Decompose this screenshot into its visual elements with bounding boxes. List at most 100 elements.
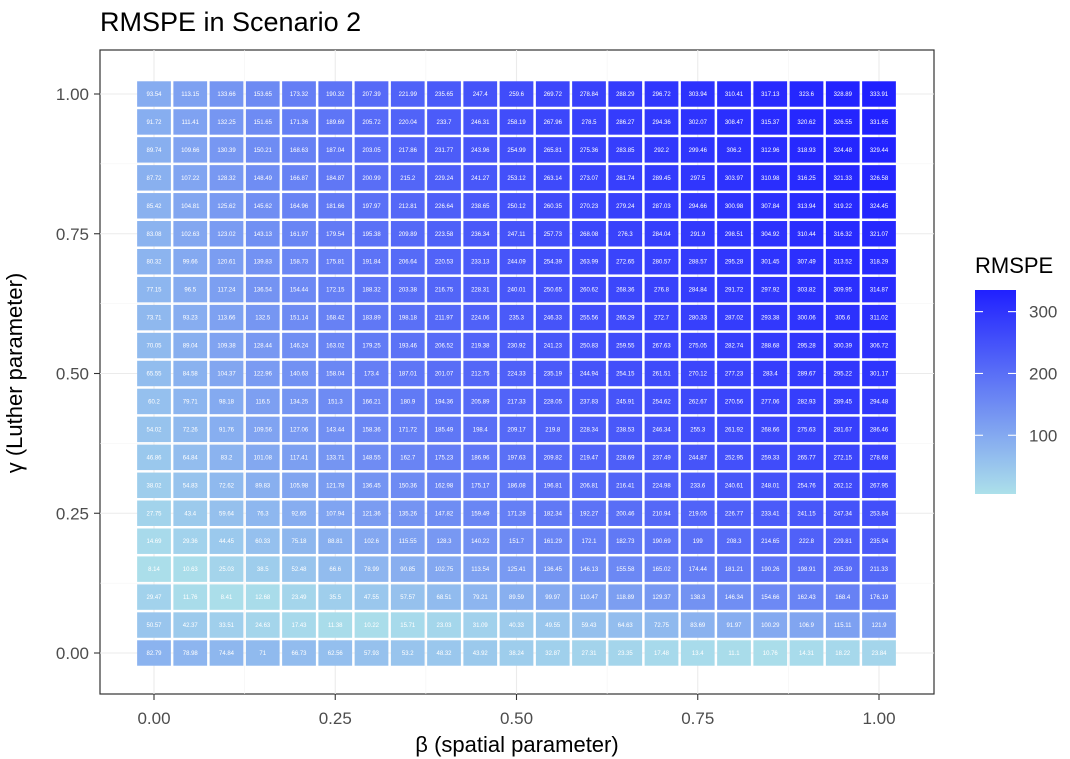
heatmap-cell <box>463 584 498 610</box>
heatmap-cell <box>245 416 280 443</box>
cell-value-label: 136.45 <box>544 567 563 573</box>
heatmap-cell <box>499 472 534 499</box>
cell-value-label: 283.85 <box>616 148 635 154</box>
cell-value-label: 195.38 <box>362 232 381 238</box>
heatmap-cell <box>862 444 896 471</box>
cell-value-label: 197.63 <box>507 455 526 461</box>
cell-value-label: 123.02 <box>217 232 236 238</box>
cell-value-label: 263.14 <box>544 176 563 182</box>
cell-value-label: 326.55 <box>834 120 853 126</box>
heatmap-cell <box>354 528 389 554</box>
cell-value-label: 64.84 <box>183 455 199 461</box>
heatmap-cell <box>463 556 498 582</box>
cell-value-label: 233.13 <box>471 260 490 266</box>
heatmap-cell <box>282 332 316 359</box>
heatmap-cell <box>753 472 788 499</box>
heatmap-cell <box>608 332 643 359</box>
heatmap-cell <box>245 472 280 499</box>
heatmap-cell <box>463 81 498 107</box>
cell-value-label: 231.77 <box>435 148 454 154</box>
cell-value-label: 147.82 <box>435 511 454 517</box>
heatmap-cell <box>862 640 896 666</box>
heatmap-cell <box>354 109 389 135</box>
heatmap-cell <box>390 109 425 135</box>
cell-value-label: 262.12 <box>834 483 853 489</box>
heatmap-cell <box>173 221 208 247</box>
heatmap-cell <box>608 193 643 219</box>
heatmap-cell <box>608 528 643 554</box>
cell-value-label: 246.31 <box>471 120 490 126</box>
heatmap-cell <box>825 221 860 247</box>
x-tick-label: 0.25 <box>319 709 352 728</box>
heatmap-cell <box>209 500 244 526</box>
cell-value-label: 11.76 <box>183 595 198 601</box>
cell-value-label: 180.9 <box>400 399 416 405</box>
heatmap-cell <box>717 193 751 219</box>
cell-value-label: 128.32 <box>217 176 236 182</box>
heatmap-cell <box>572 81 606 107</box>
heatmap-cell <box>680 81 715 107</box>
heatmap-cell <box>535 276 570 303</box>
heatmap-cell <box>173 444 208 471</box>
legend-ticks: 100 200 300 <box>975 303 1057 445</box>
cell-value-label: 139.83 <box>254 260 273 266</box>
heatmap-cell <box>427 276 461 303</box>
x-axis-title: β (spatial parameter) <box>415 732 618 757</box>
cell-value-label: 17.48 <box>654 651 670 657</box>
cell-value-label: 295.28 <box>725 260 744 266</box>
cell-value-label: 254.99 <box>507 148 526 154</box>
heatmap-cell <box>572 360 606 387</box>
heatmap-cell <box>644 444 679 471</box>
heatmap-cell <box>717 360 751 387</box>
cell-value-label: 151.7 <box>509 539 525 545</box>
y-tick-label: 0.50 <box>56 365 89 384</box>
heatmap-cell <box>137 500 171 526</box>
heatmap-cell <box>282 137 316 163</box>
cell-value-label: 311.02 <box>870 316 889 322</box>
heatmap-cell <box>825 528 860 554</box>
cell-value-label: 300.39 <box>834 344 853 350</box>
cell-value-label: 310.41 <box>725 92 744 98</box>
legend-title: RMSPE <box>975 253 1053 278</box>
cell-value-label: 78.98 <box>183 651 199 657</box>
heatmap-cell <box>390 472 425 499</box>
heatmap-cell <box>245 304 280 331</box>
heatmap-cell <box>137 165 171 191</box>
cell-value-label: 296.72 <box>652 92 671 98</box>
heatmap-cell <box>789 612 824 638</box>
cell-value-label: 197.97 <box>362 204 381 210</box>
heatmap-cell <box>535 165 570 191</box>
heatmap-cell <box>535 304 570 331</box>
cell-value-label: 278.84 <box>580 92 599 98</box>
cell-value-label: 265.81 <box>544 148 563 154</box>
heatmap-cell <box>390 612 425 638</box>
heatmap-cell <box>499 360 534 387</box>
cell-value-label: 312.96 <box>761 148 780 154</box>
heatmap-cell <box>825 81 860 107</box>
heatmap-cell <box>390 584 425 610</box>
cell-value-label: 80.32 <box>146 260 162 266</box>
cell-value-label: 129.37 <box>652 595 671 601</box>
heatmap-cell <box>282 528 316 554</box>
heatmap-cell <box>354 472 389 499</box>
cell-value-label: 226.77 <box>725 511 744 517</box>
heatmap-cell <box>427 500 461 526</box>
heatmap-cell <box>572 276 606 303</box>
cell-value-label: 143.44 <box>326 427 345 433</box>
heatmap-cell <box>680 221 715 247</box>
heatmap-cell <box>680 500 715 526</box>
heatmap-cell <box>137 472 171 499</box>
cell-value-label: 151.3 <box>328 399 344 405</box>
heatmap-cell <box>644 248 679 275</box>
x-tick-label: 1.00 <box>862 709 895 728</box>
heatmap-cell <box>825 360 860 387</box>
heatmap-cell <box>318 332 353 359</box>
heatmap-cell <box>572 165 606 191</box>
heatmap-cell <box>608 81 643 107</box>
cell-value-label: 11.1 <box>728 651 740 657</box>
cell-value-label: 295.28 <box>797 344 816 350</box>
heatmap-cell <box>789 556 824 582</box>
cell-value-label: 289.45 <box>652 176 671 182</box>
cell-value-label: 174.44 <box>689 567 708 573</box>
cell-value-label: 161.97 <box>290 232 309 238</box>
